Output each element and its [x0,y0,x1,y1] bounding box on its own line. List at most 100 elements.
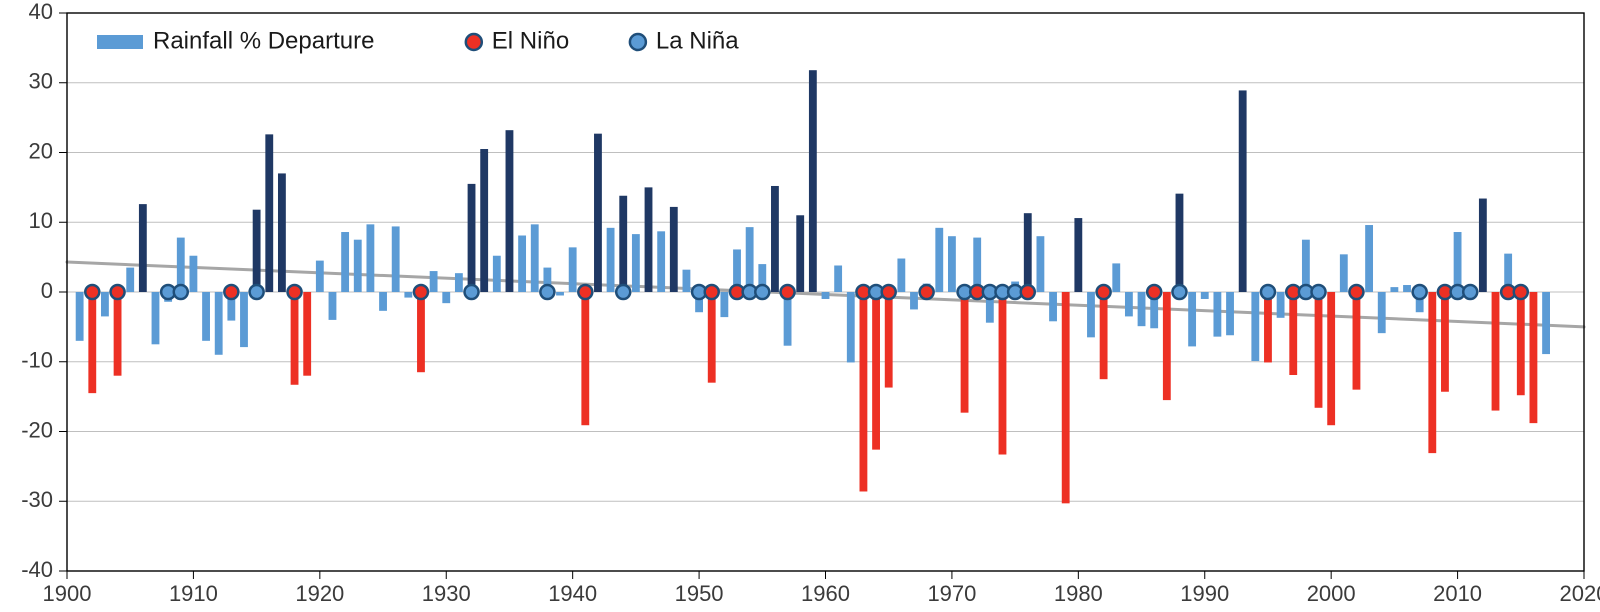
bar [632,234,640,292]
bar [910,292,918,309]
bar [1479,199,1487,292]
bar [657,231,665,292]
bar [607,228,615,292]
bar [101,292,109,316]
bar [442,292,450,303]
x-tick-label: 1930 [422,581,471,606]
bar [1100,292,1108,379]
legend-swatch-marker [630,34,646,50]
bar [1251,292,1259,361]
bar [746,227,754,292]
bar [1340,254,1348,292]
lanina-marker [1413,285,1427,299]
y-tick-label: 0 [41,278,53,303]
bar [253,210,261,292]
bar [897,259,905,292]
elnino-marker [414,285,428,299]
x-tick-label: 2000 [1307,581,1356,606]
bar [354,240,362,292]
bar [619,196,627,292]
lanina-marker [1312,285,1326,299]
y-tick-label: -40 [21,557,53,582]
bar [999,292,1007,455]
elnino-marker [1147,285,1161,299]
bar [872,292,880,450]
bar [1403,285,1411,292]
bar [834,265,842,292]
bar [1112,263,1120,292]
lanina-marker [465,285,479,299]
bar [961,292,969,413]
bar [1188,292,1196,346]
elnino-marker [224,285,238,299]
bar [240,292,248,347]
lanina-marker [250,285,264,299]
bar [518,236,526,292]
bar [1441,292,1449,392]
bar [1289,292,1297,375]
bar [265,134,273,292]
bar [1049,292,1057,321]
x-tick-label: 1980 [1054,581,1103,606]
bar [1315,292,1323,408]
x-tick-label: 1910 [169,581,218,606]
bar [822,292,830,299]
x-tick-label: 2020 [1560,581,1600,606]
bar [303,292,311,376]
bar [683,270,691,292]
bar [430,271,438,292]
bar [1492,292,1500,411]
legend-label: El Niño [492,27,569,54]
bar [569,247,577,292]
bar [329,292,337,320]
chart-svg: -40-30-20-100102030401900191019201930194… [0,0,1600,612]
elnino-marker [578,285,592,299]
lanina-marker [1261,285,1275,299]
bar [1226,292,1234,335]
bar [935,228,943,292]
bar [1428,292,1436,453]
bar [1087,292,1095,337]
bar [708,292,716,383]
bar [1176,194,1184,292]
bar [1163,292,1171,400]
lanina-marker [1172,285,1186,299]
x-tick-label: 1990 [1180,581,1229,606]
x-tick-label: 1900 [43,581,92,606]
bar [202,292,210,341]
elnino-marker [781,285,795,299]
bar [556,292,564,295]
elnino-marker [1097,285,1111,299]
bar [1353,292,1361,390]
elnino-marker [85,285,99,299]
bar [366,224,374,292]
elnino-marker [1021,285,1035,299]
y-tick-label: -10 [21,348,53,373]
bar [1454,232,1462,292]
bar [1530,292,1538,423]
bar [1024,213,1032,292]
lanina-marker [1463,285,1477,299]
y-tick-label: 10 [29,208,53,233]
x-tick-label: 1950 [675,581,724,606]
bar [1378,292,1386,333]
bar [1542,292,1550,354]
bar [1062,292,1070,503]
bar [1264,292,1272,362]
bar [316,261,324,292]
bar [720,292,728,317]
bar [278,173,286,292]
bar [189,256,197,292]
bar [417,292,425,372]
bar [480,149,488,292]
bar [392,226,400,292]
bar [139,204,147,292]
x-tick-label: 2010 [1433,581,1482,606]
lanina-marker [540,285,554,299]
bar [379,292,387,311]
elnino-marker [705,285,719,299]
bar [1365,225,1373,292]
bar [1239,90,1247,292]
bar [645,187,653,292]
bar [796,215,804,292]
